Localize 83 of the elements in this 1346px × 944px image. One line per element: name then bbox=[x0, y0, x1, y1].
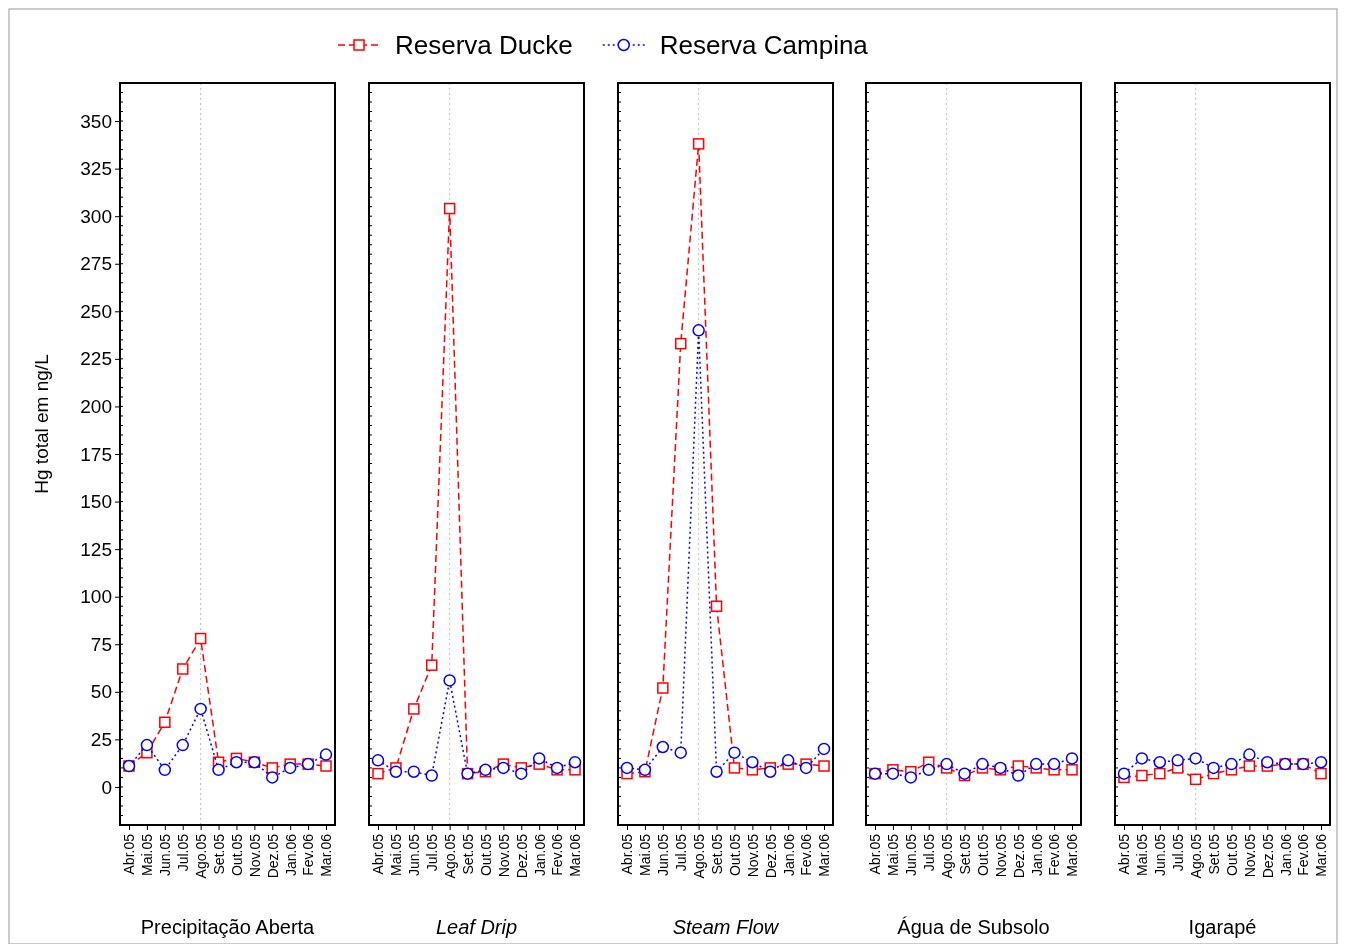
x-tick-label: Ago.05 bbox=[1188, 833, 1205, 879]
x-tick-label: Out.05 bbox=[974, 833, 991, 877]
x-tick-label: Abr.05 bbox=[619, 833, 636, 875]
x-tick-label: Jul.05 bbox=[175, 833, 192, 872]
x-tick-label: Out.05 bbox=[228, 833, 245, 877]
y-tick-label: 225 bbox=[80, 348, 112, 370]
x-tick-label: Dez.05 bbox=[513, 833, 530, 879]
x-tick-label: Nov.05 bbox=[992, 833, 1009, 878]
x-axis-title: Água de Subsolo bbox=[897, 916, 1050, 938]
x-tick-label: Jan.06 bbox=[1277, 833, 1294, 877]
y-tick-label: 275 bbox=[80, 253, 112, 275]
y-axis-title: Hg total em ng/L bbox=[31, 354, 52, 494]
x-tick-label: Jun.05 bbox=[406, 833, 423, 877]
x-tick-label: Mai.05 bbox=[388, 833, 405, 877]
x-tick-label: Nov.05 bbox=[246, 833, 263, 878]
y-tick-label: 75 bbox=[90, 633, 112, 655]
x-tick-label: Mai.05 bbox=[1134, 833, 1151, 877]
x-tick-label: Mar.06 bbox=[1313, 833, 1330, 877]
x-tick-label: Nov.05 bbox=[495, 833, 512, 878]
x-tick-label: Mar.06 bbox=[816, 833, 833, 877]
x-tick-label: Fev.06 bbox=[1046, 833, 1063, 876]
x-tick-label: Fev.06 bbox=[549, 833, 566, 876]
y-tick-label: 125 bbox=[80, 538, 112, 560]
y-tick-label: 100 bbox=[80, 586, 112, 608]
x-axis-title: Igarapé bbox=[1188, 916, 1257, 938]
x-tick-label: Out.05 bbox=[726, 833, 743, 877]
x-tick-label: Set.05 bbox=[956, 833, 973, 875]
x-tick-label: Set.05 bbox=[1205, 833, 1222, 875]
x-tick-label: Ago.05 bbox=[193, 833, 210, 879]
x-tick-label: Ago.05 bbox=[939, 833, 956, 879]
x-tick-label: Mar.06 bbox=[567, 833, 584, 877]
y-tick-label: 25 bbox=[90, 728, 112, 750]
x-tick-label: Set.05 bbox=[708, 833, 725, 875]
y-tick-label: 250 bbox=[80, 300, 112, 322]
x-tick-label: Fev.06 bbox=[300, 833, 317, 876]
y-tick-label: 350 bbox=[80, 110, 112, 132]
y-tick-label: 0 bbox=[101, 776, 112, 798]
y-tick-label: 325 bbox=[80, 158, 112, 180]
legend-label: Reserva Ducke bbox=[395, 30, 573, 60]
x-tick-label: Mai.05 bbox=[637, 833, 654, 877]
x-axis-title: Leaf Drip bbox=[435, 916, 518, 938]
x-tick-label: Set.05 bbox=[210, 833, 227, 875]
x-axis-title: Precipitação Aberta bbox=[140, 916, 316, 938]
x-tick-label: Nov.05 bbox=[1241, 833, 1258, 878]
x-tick-label: Jan.06 bbox=[780, 833, 797, 877]
y-tick-label: 50 bbox=[90, 681, 112, 703]
y-tick-label: 150 bbox=[80, 491, 112, 513]
x-tick-label: Mai.05 bbox=[139, 833, 156, 877]
x-tick-label: Abr.05 bbox=[370, 833, 387, 875]
x-tick-label: Jul.05 bbox=[921, 833, 938, 872]
x-tick-label: Out.05 bbox=[1223, 833, 1240, 877]
x-tick-label: Jan.06 bbox=[282, 833, 299, 877]
x-tick-label: Abr.05 bbox=[121, 833, 138, 875]
x-tick-label: Jul.05 bbox=[424, 833, 441, 872]
x-tick-label: Abr.05 bbox=[867, 833, 884, 875]
x-tick-label: Out.05 bbox=[477, 833, 494, 877]
x-tick-label: Nov.05 bbox=[744, 833, 761, 878]
x-tick-label: Abr.05 bbox=[1116, 833, 1133, 875]
x-tick-label: Jun.05 bbox=[903, 833, 920, 877]
x-tick-label: Jan.06 bbox=[1028, 833, 1045, 877]
x-tick-label: Jul.05 bbox=[673, 833, 690, 872]
x-tick-label: Mar.06 bbox=[1064, 833, 1081, 877]
x-tick-label: Ago.05 bbox=[691, 833, 708, 879]
x-tick-label: Dez.05 bbox=[264, 833, 281, 879]
x-tick-label: Fev.06 bbox=[798, 833, 815, 876]
y-tick-label: 300 bbox=[80, 205, 112, 227]
x-tick-label: Set.05 bbox=[459, 833, 476, 875]
x-tick-label: Jun.05 bbox=[157, 833, 174, 877]
x-tick-label: Fev.06 bbox=[1295, 833, 1312, 876]
x-tick-label: Dez.05 bbox=[1010, 833, 1027, 879]
x-tick-label: Jun.05 bbox=[655, 833, 672, 877]
x-tick-label: Mar.06 bbox=[318, 833, 335, 877]
x-tick-label: Mai.05 bbox=[885, 833, 902, 877]
x-tick-label: Jul.05 bbox=[1170, 833, 1187, 872]
x-tick-label: Jan.06 bbox=[531, 833, 548, 877]
x-tick-label: Dez.05 bbox=[762, 833, 779, 879]
y-tick-label: 175 bbox=[80, 443, 112, 465]
x-tick-label: Jun.05 bbox=[1152, 833, 1169, 877]
y-tick-label: 200 bbox=[80, 396, 112, 418]
x-tick-label: Dez.05 bbox=[1259, 833, 1276, 879]
x-tick-label: Ago.05 bbox=[442, 833, 459, 879]
legend-label: Reserva Campina bbox=[659, 30, 869, 60]
x-axis-title: Steam Flow bbox=[672, 916, 780, 938]
